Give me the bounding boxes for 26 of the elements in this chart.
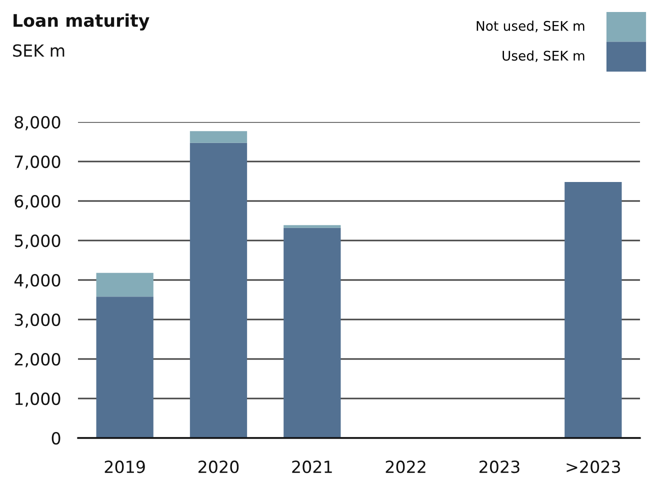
y-tick-label: 6,000 xyxy=(14,194,60,210)
bar xyxy=(284,225,341,228)
x-tick-label: 2023 xyxy=(480,460,520,474)
legend-label: Not used, SEK m xyxy=(476,20,584,32)
y-tick-label: 3,000 xyxy=(14,313,60,328)
chart-title: Loan maturity xyxy=(14,14,150,30)
bar xyxy=(284,228,341,438)
x-tick-label: >2023 xyxy=(566,460,620,474)
legend-label: Used, SEK m xyxy=(502,50,584,62)
y-tick-label: 1,000 xyxy=(15,392,60,407)
y-tick-label: 0 xyxy=(52,432,60,445)
y-tick-label: 4,000 xyxy=(14,274,60,288)
x-tick-label: 2022 xyxy=(386,460,426,474)
x-tick-label: 2019 xyxy=(104,460,145,474)
y-tick-label: 8,000 xyxy=(14,116,60,130)
bar xyxy=(190,131,248,143)
bar xyxy=(190,142,248,438)
chart-subtitle: SEK m xyxy=(13,44,64,57)
x-tick-label: 2020 xyxy=(198,460,239,474)
y-tick-label: 7,000 xyxy=(14,155,60,170)
bar xyxy=(96,272,154,297)
x-tick-label: 2021 xyxy=(292,460,332,474)
bar xyxy=(564,182,622,438)
bar xyxy=(96,296,154,438)
y-tick-label: 2,000 xyxy=(14,352,60,368)
y-tick-label: 5,000 xyxy=(14,234,60,249)
